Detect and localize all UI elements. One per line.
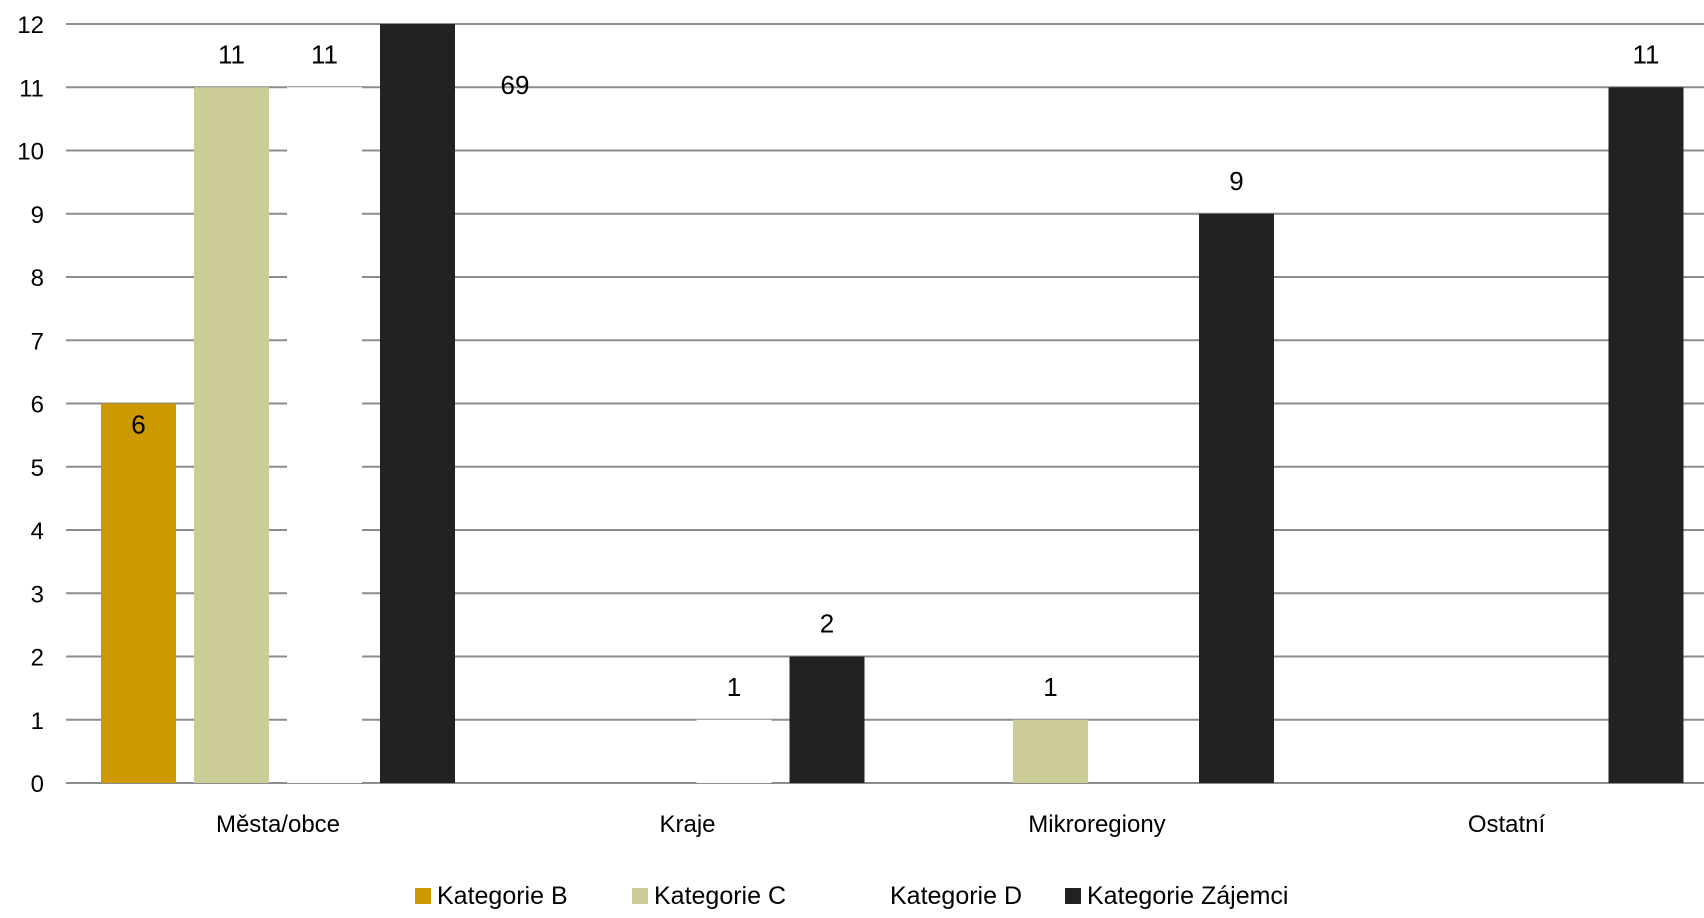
bar [1609, 87, 1684, 783]
y-tick-label: 9 [31, 202, 44, 229]
y-tick-label: 3 [31, 581, 44, 608]
y-tick-label: 2 [31, 645, 44, 672]
bar [1013, 720, 1088, 783]
data-label: 6 [131, 410, 145, 440]
x-axis: Města/obce Kraje Mikroregiony Ostatní [216, 811, 1546, 838]
legend-label: Kategorie Zájemci [1087, 882, 1288, 910]
y-tick-label: 0 [31, 771, 44, 798]
legend: Kategorie B Kategorie C Kategorie D Kategor… [415, 882, 1288, 910]
y-tick-label: 11 [19, 75, 44, 102]
y-tick-label: 8 [31, 265, 44, 292]
legend-label: Kategorie B [437, 882, 568, 910]
bar [194, 87, 269, 783]
y-tick-label: 4 [31, 518, 44, 545]
y-tick-label: 7 [31, 328, 44, 355]
y-tick-label: 12 [17, 12, 44, 39]
legend-swatch [632, 888, 648, 904]
bar [697, 720, 772, 783]
y-tick-label: 10 [17, 139, 44, 166]
x-tick-label: Města/obce [216, 811, 340, 838]
bar [380, 24, 455, 783]
y-tick-label: 1 [31, 708, 44, 735]
data-label: 69 [501, 70, 530, 100]
data-label: 11 [311, 39, 338, 69]
data-label: 1 [1043, 672, 1057, 702]
legend-swatch [1065, 888, 1081, 904]
bar [101, 404, 176, 784]
legend-label: Kategorie D [890, 882, 1022, 910]
data-label: 1 [727, 672, 741, 702]
x-tick-label: Kraje [659, 811, 715, 838]
bar [287, 87, 362, 783]
y-tick-label: 5 [31, 455, 44, 482]
data-label: 2 [820, 609, 834, 639]
data-label: 11 [218, 39, 245, 69]
data-label: 9 [1229, 166, 1243, 196]
data-label: 11 [1633, 39, 1660, 69]
y-tick-label: 6 [31, 392, 44, 419]
x-tick-label: Ostatní [1468, 811, 1546, 838]
legend-swatch [415, 888, 431, 904]
bar [1199, 214, 1274, 783]
legend-label: Kategorie C [654, 882, 786, 910]
legend-swatch [868, 888, 884, 904]
bar [790, 657, 865, 784]
x-tick-label: Mikroregiony [1028, 811, 1165, 838]
